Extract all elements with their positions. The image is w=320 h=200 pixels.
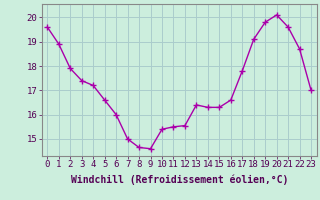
X-axis label: Windchill (Refroidissement éolien,°C): Windchill (Refroidissement éolien,°C): [70, 175, 288, 185]
